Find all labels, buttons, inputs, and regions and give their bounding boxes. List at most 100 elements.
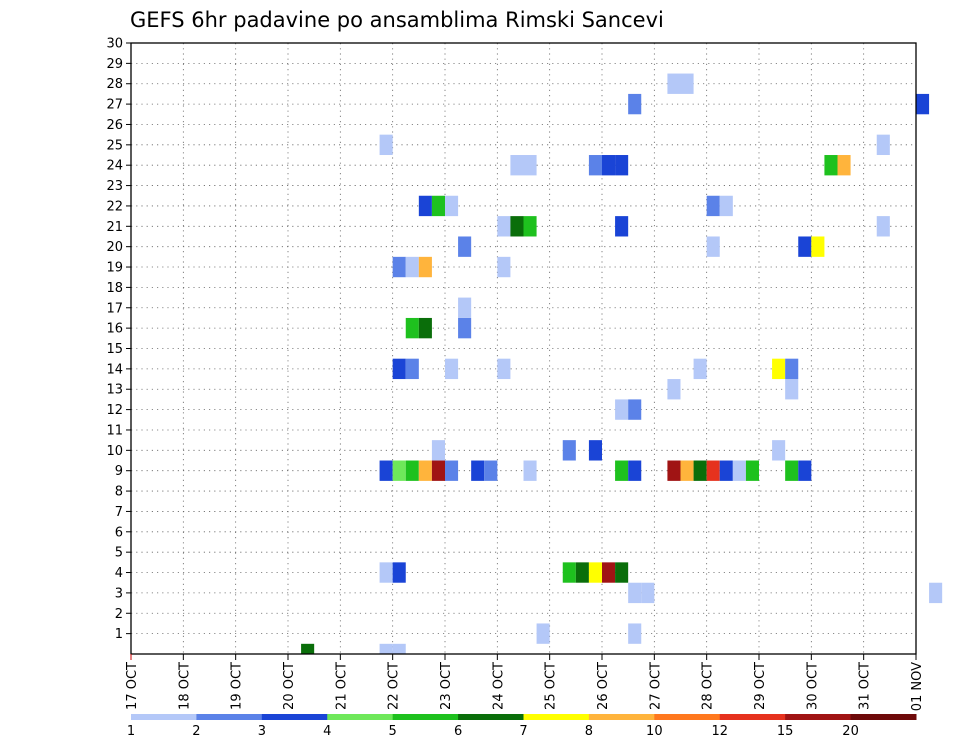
precip-cell <box>497 256 511 278</box>
precip-cell <box>497 358 511 380</box>
y-tick-label: 7 <box>115 505 123 520</box>
precip-cell <box>628 93 642 115</box>
precip-cell <box>628 460 642 481</box>
precip-cell <box>392 643 406 654</box>
precip-cell <box>301 643 315 654</box>
y-tick-label: 18 <box>106 281 123 296</box>
colorbar-label: 2 <box>192 724 200 739</box>
precip-cell <box>418 256 432 278</box>
colorbar-label: 15 <box>777 724 794 739</box>
precip-cell <box>405 358 419 380</box>
y-tick-label: 11 <box>106 423 123 438</box>
y-tick-label: 14 <box>106 362 123 377</box>
x-tick-label: 20 OCT <box>282 662 297 710</box>
precip-cell <box>562 440 576 461</box>
precip-cell <box>667 460 681 481</box>
y-tick-label: 16 <box>106 322 123 337</box>
precip-cell <box>523 155 537 176</box>
precip-cell <box>706 195 720 217</box>
y-tick-label: 8 <box>115 485 123 500</box>
x-tick-label: 29 OCT <box>753 662 768 710</box>
y-tick-label: 29 <box>106 57 123 72</box>
precip-cell <box>458 236 472 257</box>
precip-cell <box>667 379 681 400</box>
precip-cell <box>824 155 838 176</box>
precip-cell <box>628 623 642 644</box>
x-axis: 17 OCT 18 OCT 19 OCT 20 OCT 21 OCT 22 OCT 23 O… <box>125 654 925 711</box>
x-tick-label: 17 OCT <box>125 662 140 710</box>
precip-cell <box>458 317 472 339</box>
precip-cell <box>379 460 393 481</box>
precip-cell <box>916 93 930 115</box>
precip-cell <box>418 460 432 481</box>
colorbar-segment <box>850 714 917 720</box>
precip-cell <box>641 582 655 604</box>
precip-cell <box>615 216 629 237</box>
y-tick-label: 12 <box>106 403 123 418</box>
y-tick-label: 4 <box>115 566 123 581</box>
y-tick-label: 27 <box>106 98 123 113</box>
colorbar-segment <box>196 714 263 720</box>
precip-cell <box>471 460 485 481</box>
precip-cell <box>510 155 524 176</box>
x-tick-label: 27 OCT <box>648 662 663 710</box>
colorbar-segment <box>131 714 197 720</box>
precip-cell <box>615 460 629 481</box>
precip-cell <box>929 582 943 604</box>
y-tick-label: 5 <box>115 546 123 561</box>
y-axis: 1234567891011121314151617181920212223242… <box>106 37 131 642</box>
precip-cell <box>575 562 589 583</box>
precip-cell <box>405 460 419 481</box>
precip-cell <box>392 460 406 481</box>
precip-cell <box>615 399 629 420</box>
y-tick-label: 22 <box>106 199 123 214</box>
plot-frame <box>130 42 917 655</box>
x-tick-label: 28 OCT <box>701 662 716 710</box>
precip-cell <box>706 236 720 257</box>
colorbar-segment <box>654 714 721 720</box>
colorbar-label: 20 <box>842 724 859 739</box>
colorbar: 1 2 3 4 5 6 7 8 10 12 15 20 <box>127 714 917 739</box>
colorbar-label: 6 <box>454 724 462 739</box>
colorbar-label: 7 <box>519 724 527 739</box>
precip-cell <box>628 582 642 604</box>
y-tick-label: 20 <box>106 240 123 255</box>
precip-cell <box>798 236 812 257</box>
data-cells <box>301 73 943 654</box>
precip-cell <box>392 358 406 380</box>
colorbar-segment <box>523 714 590 720</box>
precip-cell <box>667 73 681 94</box>
x-tick-label: 22 OCT <box>387 662 402 710</box>
precip-cell <box>458 297 472 318</box>
precip-cell <box>811 236 825 257</box>
chart-title: GEFS 6hr padavine po ansamblima Rimski S… <box>130 8 664 32</box>
precip-cell <box>497 216 511 237</box>
x-tick-label: 25 OCT <box>544 662 559 710</box>
precip-cell <box>405 317 419 339</box>
precip-cell <box>719 460 733 481</box>
precip-cell <box>772 358 786 380</box>
colorbar-segment <box>458 714 524 720</box>
precip-cell <box>431 195 445 217</box>
precip-cell <box>680 73 694 94</box>
colorbar-segment <box>392 714 459 720</box>
precip-cell <box>876 216 890 237</box>
colorbar-segment <box>719 714 786 720</box>
colorbar-label: 3 <box>258 724 266 739</box>
precip-cell <box>785 460 799 481</box>
precip-cell <box>523 216 537 237</box>
x-tick-label: 19 OCT <box>230 662 245 710</box>
precip-cell <box>392 256 406 278</box>
precip-cell <box>719 195 733 217</box>
y-tick-label: 25 <box>106 138 123 153</box>
y-tick-label: 13 <box>106 383 123 398</box>
y-tick-label: 15 <box>106 342 123 357</box>
y-tick-label: 28 <box>106 77 123 92</box>
precip-cell <box>392 562 406 583</box>
precip-cell <box>379 562 393 583</box>
precip-cell <box>536 623 550 644</box>
grid <box>131 43 916 654</box>
precip-cell <box>602 155 616 176</box>
x-tick-label: 31 OCT <box>858 662 873 710</box>
